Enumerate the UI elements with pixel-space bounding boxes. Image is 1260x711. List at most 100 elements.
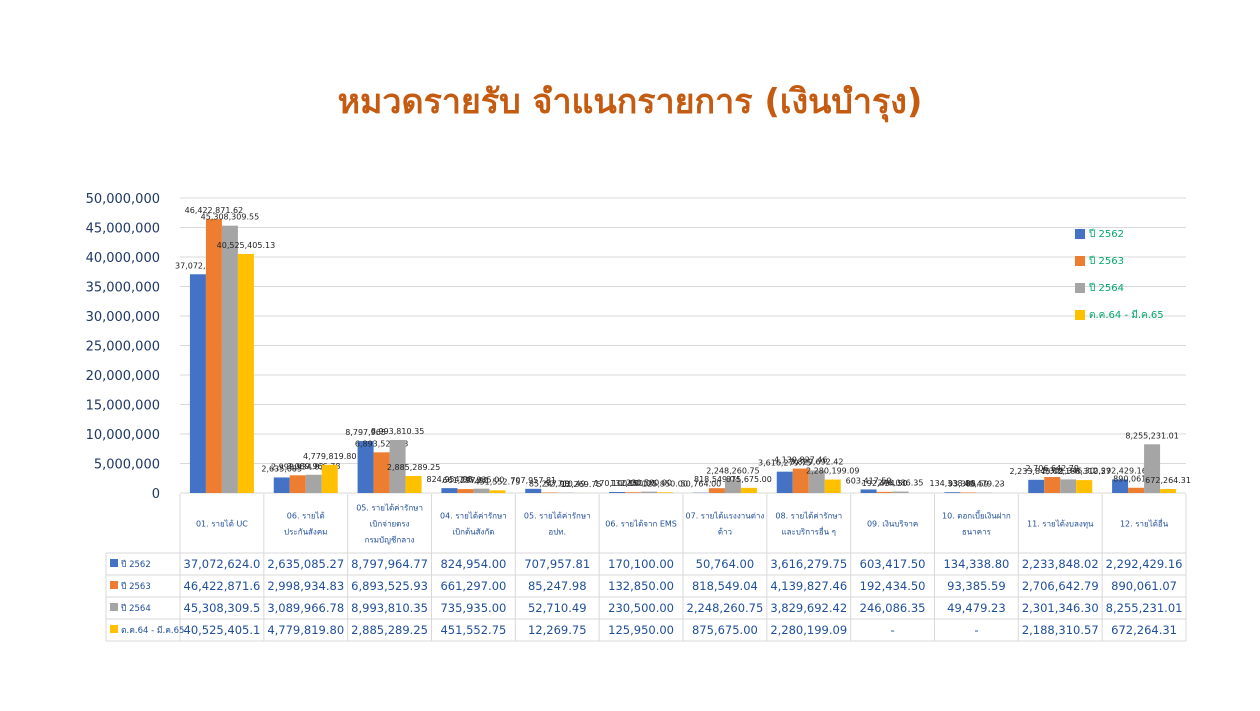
data-label: 603,417.50 [846, 476, 892, 485]
bar [1028, 479, 1045, 493]
data-label: 451,552.75 [475, 477, 521, 486]
data-label: 890,061.07 [1113, 475, 1159, 484]
data-label: 824,954.00 [427, 475, 473, 484]
table-cell: 6,893,525.93 [351, 579, 428, 593]
table-cell: 37,072,624.0 [184, 557, 261, 571]
category-label: 07. รายได้แรงงานต่าง [686, 512, 765, 521]
table-cell: 890,061.07 [1111, 579, 1177, 593]
bar [657, 492, 674, 493]
table-cell: 2,233,848.02 [1022, 557, 1099, 571]
bar [724, 479, 741, 493]
table-cell: 230,500.00 [608, 601, 674, 615]
category-label: 06. รายได้ [287, 512, 325, 521]
category-label: กรมบัญชีกลาง [365, 536, 415, 545]
bar [489, 490, 506, 493]
data-label: 818,549.04 [694, 475, 740, 484]
bar [373, 452, 390, 493]
data-label: 85,247.98 [529, 479, 570, 488]
table-cell: 8,797,964.77 [351, 557, 428, 571]
bar [441, 488, 458, 493]
table-cell: 2,885,289.25 [351, 623, 428, 637]
table-cell: 46,422,871.6 [184, 579, 261, 593]
category-label: เบิกจ่ายตรง [370, 520, 410, 529]
category-label: 01. รายได้ UC [196, 520, 248, 529]
bar [237, 253, 254, 493]
legend-item: ปี 2564 [1075, 281, 1124, 295]
data-label: 707,957.81 [510, 476, 556, 485]
data-label: 2,998,934.83 [271, 462, 324, 471]
legend-item: ต.ค.64 - มี.ค.65 [1075, 308, 1164, 322]
legend-label: ต.ค.64 - มี.ค.65 [1089, 310, 1164, 321]
row-label: ปี 2562 [121, 559, 151, 570]
table-cell: 134,338.80 [943, 557, 1009, 571]
data-label: 8,255,231.01 [1125, 431, 1178, 440]
data-label: 40,525,405.13 [217, 241, 276, 250]
table-cell: 2,635,085.27 [267, 557, 344, 571]
bar [776, 471, 793, 493]
bar [1128, 487, 1145, 493]
table-cell: 818,549.04 [692, 579, 758, 593]
legend-item: ปี 2562 [1075, 227, 1124, 241]
bar [609, 491, 626, 493]
table-cell: 824,954.00 [440, 557, 506, 571]
y-tick-label: 25,000,000 [86, 340, 160, 355]
bar [321, 464, 338, 493]
category-label: 10. ดอกเบี้ยเงินฝาก [942, 510, 1011, 521]
category-label: 05. รายได้ค่ารักษา [356, 504, 423, 513]
bar [305, 474, 322, 493]
table-cell: 93,385.59 [947, 579, 1006, 593]
legend-label: ปี 2564 [1089, 283, 1124, 294]
bar [740, 487, 757, 493]
table-cell: 132,850.00 [608, 579, 674, 593]
y-tick-label: 10,000,000 [86, 428, 160, 443]
bar [1044, 477, 1061, 493]
bar [405, 475, 422, 493]
data-label: 2,635,085 [261, 464, 302, 473]
legend-swatch [1075, 310, 1085, 320]
bar [289, 475, 306, 493]
data-label: 2,301,346.30 [1042, 466, 1095, 475]
data-label: 8,993,810.35 [371, 427, 424, 436]
table-cell: 12,269.75 [528, 623, 587, 637]
category-label: อปท. [548, 528, 566, 537]
table-cell: 52,710.49 [528, 601, 587, 615]
data-label: 3,829,692.42 [790, 457, 843, 466]
bar [892, 491, 909, 493]
category-label: 11. รายได้งบลงทุน [1027, 520, 1094, 529]
data-label: 2,706,642.79 [1026, 464, 1079, 473]
table-cell: 4,139,827.46 [770, 579, 847, 593]
data-label: 246,086.35 [878, 479, 924, 488]
table-cell: 2,188,310.57 [1022, 623, 1099, 637]
data-label: 661,297.00 [443, 476, 489, 485]
table-cell: 875,675.00 [692, 623, 758, 637]
category-label: 09. เงินบริจาค [867, 520, 918, 529]
category-label: ประกันสังคม [284, 528, 327, 537]
bar [960, 492, 977, 493]
table-cell: 4,779,819.80 [267, 623, 344, 637]
table-cell: 3,829,692.42 [770, 601, 847, 615]
data-label: 3,616,279.75 [758, 459, 811, 468]
data-label: 6,893,525.93 [355, 439, 408, 448]
data-label: 49,479.23 [964, 480, 1005, 489]
table-cell: 707,957.81 [524, 557, 590, 571]
data-label: 875,675.00 [726, 475, 772, 484]
bar [457, 489, 474, 493]
y-tick-label: 45,000,000 [86, 222, 160, 237]
table-cell: 8,255,231.01 [1106, 601, 1183, 615]
table-cell: - [974, 623, 978, 637]
row-label: ปี 2563 [121, 581, 151, 592]
table-cell: 40,525,405.1 [184, 623, 261, 637]
data-label: 93,385.59 [948, 479, 989, 488]
legend-label: ปี 2563 [1089, 256, 1124, 267]
table-cell: 49,479.23 [947, 601, 1006, 615]
bar [389, 439, 406, 493]
table-cell: 85,247.98 [528, 579, 587, 593]
chart-title: หมวดรายรับ จำแนกรายการ (เงินบำรุง) [337, 82, 923, 122]
data-label: 134,338.80 [930, 479, 976, 488]
table-cell: 125,950.00 [608, 623, 674, 637]
data-label: 4,139,827.46 [774, 456, 827, 465]
data-label: 4,779,819.80 [303, 452, 356, 461]
data-label: 2,233,848.02 [1010, 467, 1063, 476]
bar [525, 488, 542, 493]
